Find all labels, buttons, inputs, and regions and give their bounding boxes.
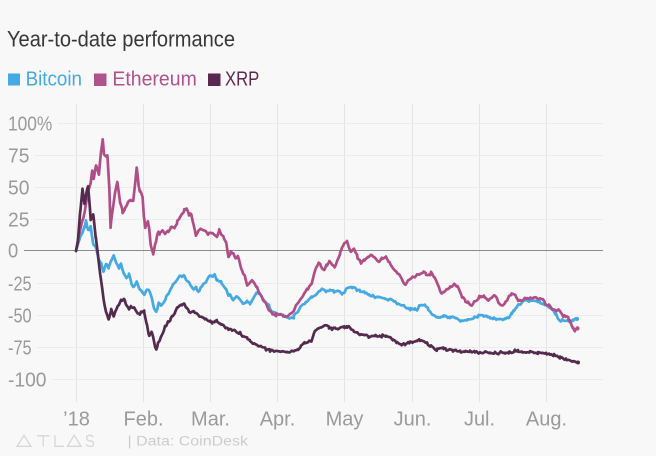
svg-text:-25: -25 xyxy=(8,273,32,295)
svg-text:Year-to-date performance: Year-to-date performance xyxy=(7,27,235,52)
svg-text:Jun.: Jun. xyxy=(394,409,432,431)
svg-text:-75: -75 xyxy=(8,337,32,359)
svg-text:75: 75 xyxy=(8,145,29,167)
svg-text:Aug.: Aug. xyxy=(526,409,567,431)
svg-text:’18: ’18 xyxy=(63,409,90,431)
svg-text:-100: -100 xyxy=(8,369,47,391)
svg-text:Apr.: Apr. xyxy=(260,409,296,431)
svg-text:| Data: CoinDesk: | Data: CoinDesk xyxy=(128,434,250,450)
svg-text:25: 25 xyxy=(8,209,29,231)
svg-text:Bitcoin: Bitcoin xyxy=(26,69,82,91)
svg-text:Ethereum: Ethereum xyxy=(112,69,196,91)
svg-text:0: 0 xyxy=(8,240,18,262)
svg-text:Feb.: Feb. xyxy=(123,409,163,431)
svg-text:May: May xyxy=(326,409,364,431)
svg-text:Mar.: Mar. xyxy=(191,409,230,431)
svg-text:-50: -50 xyxy=(8,305,32,327)
svg-text:Jul.: Jul. xyxy=(464,409,495,431)
svg-text:XRP: XRP xyxy=(225,69,259,91)
svg-text:100%: 100% xyxy=(8,113,52,135)
svg-text:50: 50 xyxy=(8,177,29,199)
